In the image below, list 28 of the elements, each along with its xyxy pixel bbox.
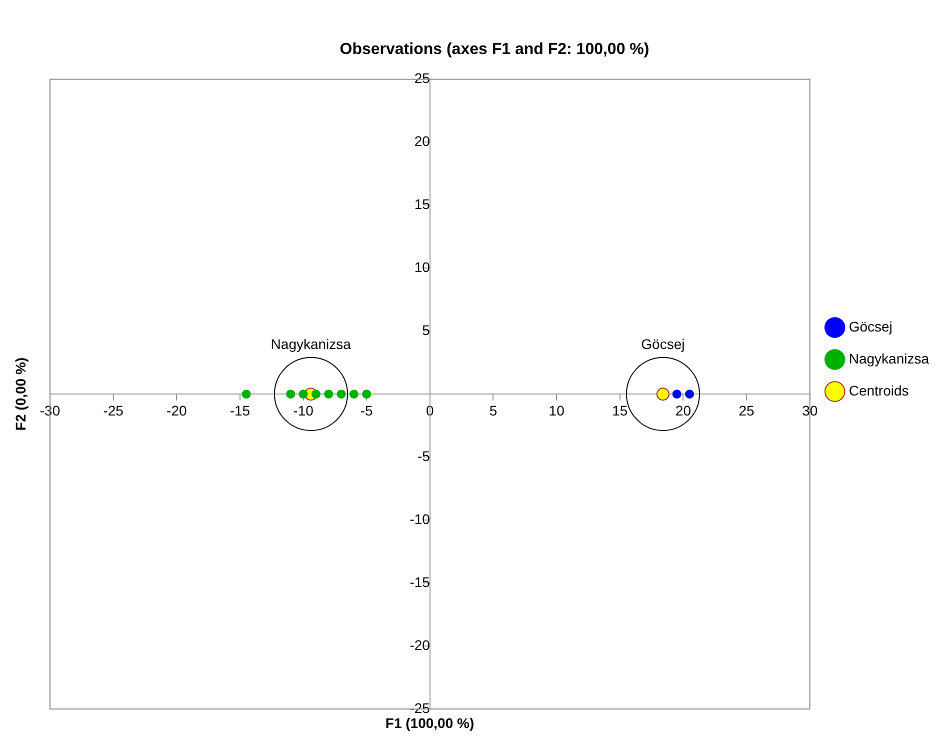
legend-label: Göcsej bbox=[848, 318, 892, 334]
x-tick-label: 15 bbox=[612, 402, 628, 418]
y-tick-label: 20 bbox=[414, 133, 430, 150]
x-tick-label: -15 bbox=[230, 402, 250, 418]
x-tick-label: 30 bbox=[802, 402, 818, 418]
y-tick-label: 15 bbox=[414, 196, 430, 212]
x-tick-label: -20 bbox=[166, 402, 187, 418]
y-tick-label: -10 bbox=[410, 510, 430, 527]
x-tick-label: 20 bbox=[675, 402, 692, 418]
y-tick-label: -5 bbox=[417, 448, 430, 464]
y-tick-label: 5 bbox=[422, 322, 430, 338]
x-tick-label: -10 bbox=[293, 402, 314, 418]
legend-label: Centroids bbox=[848, 382, 909, 398]
y-tick-label: 10 bbox=[414, 259, 430, 275]
x-tick-label: 5 bbox=[489, 402, 498, 418]
y-tick-label: -15 bbox=[410, 574, 430, 590]
data-label: Nagykanizsa bbox=[270, 336, 352, 352]
data-label: Göcsej bbox=[641, 336, 685, 352]
x-tick-label: 25 bbox=[738, 402, 755, 418]
y-axis-title: F2 (0,00 %) bbox=[12, 358, 28, 431]
y-tick-label: -20 bbox=[410, 636, 430, 653]
legend-label: Nagykanizsa bbox=[848, 350, 930, 366]
x-tick-label: -5 bbox=[360, 402, 374, 418]
y-tick-label: 25 bbox=[414, 70, 430, 86]
x-axis-title: F1 (100,00 %) bbox=[385, 715, 474, 731]
chart-title: Observations (axes F1 and F2: 100,00 %) bbox=[340, 41, 650, 58]
x-tick-label: 10 bbox=[548, 402, 565, 418]
x-tick-label: -25 bbox=[103, 402, 124, 418]
